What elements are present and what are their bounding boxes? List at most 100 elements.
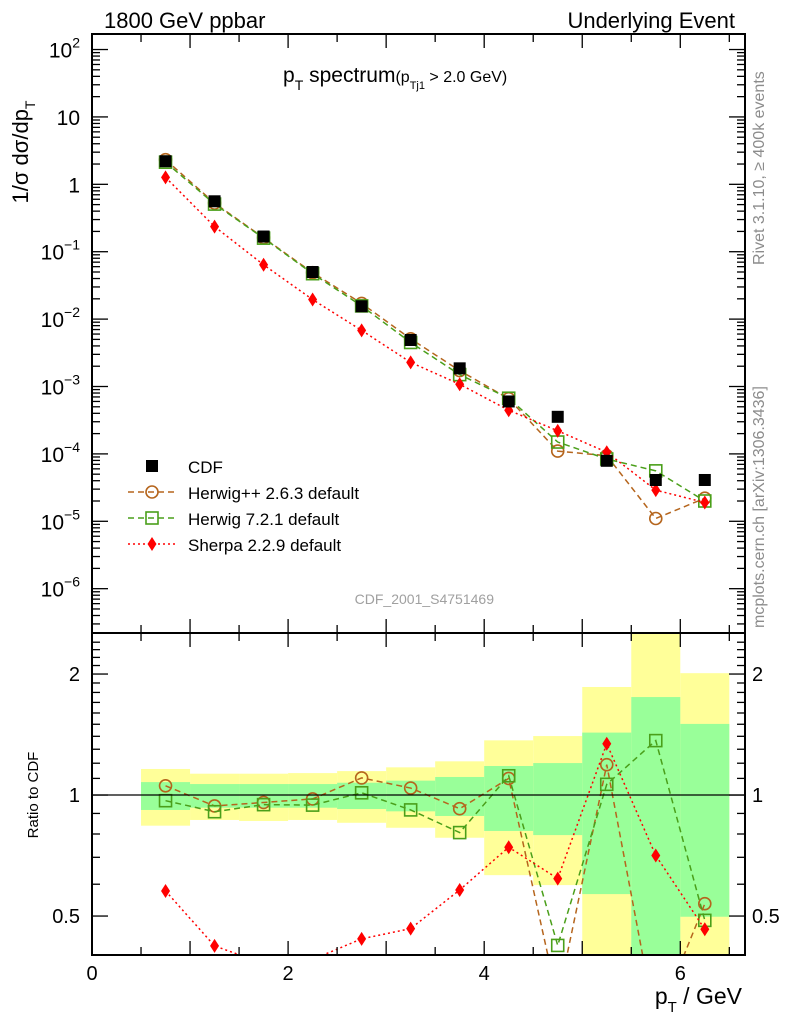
- series-0: [159, 155, 711, 486]
- data-point: [698, 473, 711, 486]
- data-point: [455, 377, 465, 392]
- ratio-series-3: [161, 736, 710, 955]
- data-point: [600, 454, 613, 467]
- ratio-point: [354, 771, 369, 785]
- y-tick-label: 1: [68, 174, 80, 197]
- data-point: [357, 323, 367, 338]
- ratio-point: [550, 938, 565, 953]
- x-tick-label: 0: [86, 963, 97, 985]
- ratio-point: [357, 931, 367, 946]
- data-point: [308, 292, 318, 307]
- y-tick-label-base: 10: [41, 377, 64, 400]
- ratio-point: [452, 801, 467, 816]
- y-tick-label-base: 10: [41, 444, 64, 467]
- series-2: [158, 155, 712, 508]
- analysis-id-label: CDF_2001_S4751469: [355, 591, 495, 607]
- y-tick-label: 10−1: [41, 237, 81, 265]
- legend-marker: [146, 460, 158, 472]
- ratio-band-inner: [435, 776, 485, 816]
- ratio-point: [698, 896, 712, 911]
- legend-entry: Herwig++ 2.6.3 default: [128, 484, 359, 503]
- main-panel-data: [158, 152, 712, 526]
- y-tick-label-exponent: −4: [64, 439, 80, 455]
- legend-label: Herwig 7.2.1 default: [188, 510, 339, 529]
- ratio-y-tick-label-right: 0.5: [752, 906, 780, 928]
- ratio-point: [403, 803, 418, 817]
- data-point: [648, 511, 663, 526]
- ratio-y-tick-label: 2: [69, 664, 80, 686]
- ratio-point: [602, 736, 612, 751]
- rivet-version-label: Rivet 3.1.10, ≥ 400k events: [751, 71, 768, 265]
- ratio-point: [455, 882, 465, 897]
- ratio-y-tick-label-right: 2: [752, 664, 763, 686]
- ratio-point: [207, 804, 222, 819]
- data-point: [651, 483, 661, 498]
- y-tick-label-base: 1: [68, 174, 80, 197]
- legend-label: Sherpa 2.2.9 default: [188, 536, 341, 555]
- y-tick-label-base: 10: [41, 309, 64, 332]
- ratio-y-tick-label: 1: [69, 785, 80, 807]
- y-tick-label-base: 10: [41, 242, 64, 265]
- ratio-point: [452, 825, 467, 840]
- x-tick-label: 6: [675, 963, 686, 985]
- ratio-band-inner: [141, 782, 191, 810]
- y-tick-label-exponent: −2: [64, 304, 80, 320]
- y-tick-label: 10: [57, 107, 80, 130]
- data-point: [649, 473, 662, 486]
- ratio-point: [256, 797, 271, 812]
- y-axis-label: 1/σ dσ/dpT: [8, 100, 38, 203]
- data-point: [208, 195, 221, 208]
- y-tick-label: 10−5: [41, 506, 81, 534]
- data-point: [257, 230, 270, 243]
- data-point: [550, 444, 565, 458]
- ratio-band-inner: [680, 723, 730, 917]
- legend-label: CDF: [188, 458, 223, 477]
- ratio-point: [504, 840, 514, 855]
- ratio-panel-data: [158, 733, 712, 955]
- legend-marker: [147, 537, 157, 551]
- y-tick-label-base: 10: [41, 579, 64, 602]
- y-tick-label-base: 10: [49, 40, 72, 63]
- mcplots-label: mcplots.cern.ch [arXiv:1306.3436]: [751, 386, 768, 628]
- ratio-line: [165, 739, 706, 949]
- ratio-point: [158, 778, 173, 793]
- data-point: [355, 300, 368, 313]
- ratio-point: [599, 757, 614, 772]
- data-point: [159, 155, 172, 168]
- ratio-y-tick-label: 0.5: [52, 906, 80, 928]
- ratio-band-inner: [190, 784, 240, 808]
- y-tick-label: 10−2: [41, 304, 81, 332]
- series-3: [161, 170, 710, 510]
- legend-entry: CDF: [146, 458, 223, 477]
- legend-marker: [145, 511, 159, 525]
- data-point: [551, 410, 564, 423]
- ratio-point: [305, 798, 320, 812]
- ratio-point: [354, 786, 369, 800]
- ratio-point: [700, 922, 710, 937]
- plot-title: pT spectrum(pTj1 > 2.0 GeV): [283, 64, 507, 93]
- top-right-label: Underlying Event: [567, 8, 735, 33]
- data-point: [404, 333, 417, 346]
- data-point: [502, 395, 515, 408]
- data-point: [210, 219, 220, 234]
- y-tick-label: 102: [49, 35, 80, 63]
- x-axis-label: pT / GeV: [655, 983, 743, 1016]
- ratio-line: [165, 764, 706, 955]
- ratio-point: [599, 777, 614, 792]
- ratio-point: [651, 848, 661, 863]
- series-line: [165, 161, 706, 502]
- ratio-point: [648, 733, 663, 748]
- legend-marker: [145, 485, 159, 499]
- legend-entry: Sherpa 2.2.9 default: [128, 536, 341, 555]
- y-tick-label-exponent: −1: [64, 237, 80, 253]
- data-point: [453, 362, 466, 375]
- ratio-point: [553, 871, 563, 886]
- y-tick-label: 10−3: [41, 372, 81, 400]
- y-tick-label-exponent: −6: [64, 574, 80, 590]
- ratio-point: [210, 938, 220, 953]
- ratio-y-axis-label: Ratio to CDF: [25, 752, 42, 839]
- ratio-band-inner: [582, 732, 632, 895]
- ratio-point: [403, 781, 418, 795]
- data-point: [406, 355, 416, 370]
- x-tick-label: 2: [283, 963, 294, 985]
